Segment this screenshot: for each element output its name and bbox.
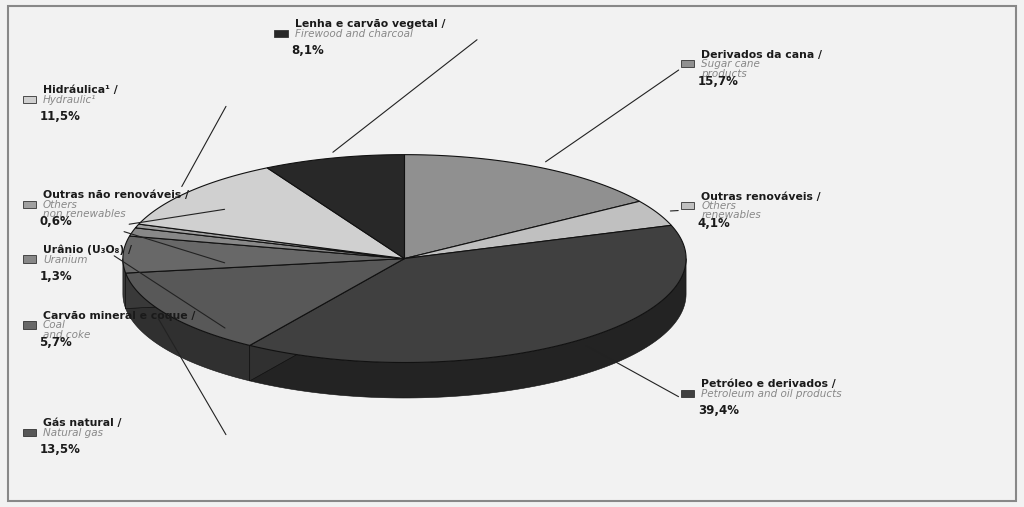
Text: 39,4%: 39,4% [698, 404, 739, 417]
Text: Hydraulic¹: Hydraulic¹ [43, 95, 96, 105]
Text: 13,5%: 13,5% [39, 443, 80, 456]
Text: Outras não renováveis /: Outras não renováveis / [43, 190, 189, 200]
Text: Derivados da cana /: Derivados da cana / [701, 50, 822, 60]
Text: Sugar cane: Sugar cane [701, 59, 760, 69]
Text: Coal: Coal [43, 320, 66, 331]
Polygon shape [130, 228, 404, 259]
Polygon shape [404, 155, 640, 259]
Text: Others: Others [43, 200, 78, 210]
Bar [681, 390, 694, 397]
Text: products: products [701, 68, 748, 79]
Polygon shape [126, 259, 404, 309]
Polygon shape [250, 259, 686, 398]
Polygon shape [135, 224, 404, 259]
Text: renewables: renewables [701, 210, 761, 221]
Text: 4,1%: 4,1% [698, 216, 730, 230]
Text: 8,1%: 8,1% [292, 44, 324, 57]
Bar [681, 202, 694, 209]
Polygon shape [404, 201, 672, 259]
Text: Others: Others [701, 201, 736, 211]
Polygon shape [126, 259, 404, 345]
Text: Uranium: Uranium [43, 255, 87, 265]
Text: Carvão mineral e coque /: Carvão mineral e coque / [43, 311, 196, 321]
Text: Urânio (U₃O₈) /: Urânio (U₃O₈) / [43, 245, 132, 255]
Polygon shape [267, 155, 404, 259]
Polygon shape [250, 259, 404, 381]
Text: Firewood and charcoal: Firewood and charcoal [295, 29, 413, 39]
Polygon shape [250, 259, 404, 381]
Text: non renewables: non renewables [43, 209, 126, 219]
Text: Lenha e carvão vegetal /: Lenha e carvão vegetal / [295, 19, 445, 29]
Polygon shape [250, 225, 686, 363]
Bar [23, 96, 36, 103]
Text: Hidráulica¹ /: Hidráulica¹ / [43, 85, 118, 95]
Text: Petróleo e derivados /: Petróleo e derivados / [701, 379, 837, 389]
Text: Gás natural /: Gás natural / [43, 418, 122, 428]
Bar [681, 60, 694, 67]
Text: 1,3%: 1,3% [39, 270, 72, 283]
Polygon shape [139, 168, 404, 259]
Text: 0,6%: 0,6% [39, 215, 72, 228]
Text: Natural gas: Natural gas [43, 428, 103, 438]
Polygon shape [123, 259, 126, 309]
Bar [23, 429, 36, 436]
Polygon shape [123, 236, 404, 273]
Text: 5,7%: 5,7% [39, 336, 72, 349]
Text: 11,5%: 11,5% [39, 110, 80, 123]
Bar [23, 321, 36, 329]
Bar [274, 30, 288, 37]
Text: and coke: and coke [43, 330, 90, 340]
Polygon shape [126, 273, 250, 381]
Text: Petroleum and oil products: Petroleum and oil products [701, 389, 842, 399]
Text: 15,7%: 15,7% [698, 75, 738, 88]
Text: Outras renováveis /: Outras renováveis / [701, 192, 821, 202]
Polygon shape [126, 259, 404, 309]
Bar [23, 201, 36, 208]
Bar [23, 256, 36, 263]
